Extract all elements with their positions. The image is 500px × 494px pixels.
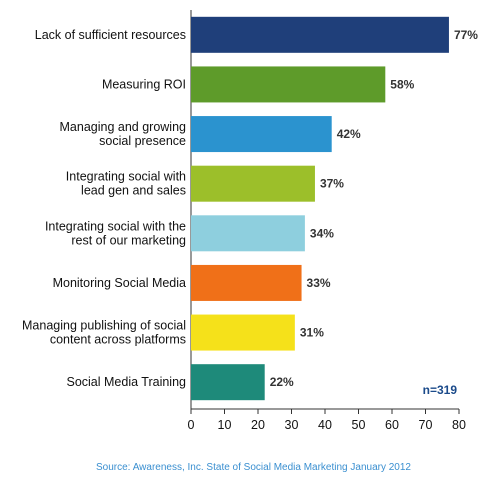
bar (191, 16, 449, 53)
category-label: Measuring ROI (102, 77, 186, 91)
x-tick-label: 70 (419, 418, 433, 432)
category-label: Integrating social with lead gen and sale… (66, 170, 186, 198)
x-tick-label: 20 (251, 418, 265, 432)
bar (191, 264, 302, 301)
x-tick-label: 10 (218, 418, 232, 432)
bar-value-label: 31% (300, 326, 324, 340)
category-label: Managing publishing of social content acr… (22, 319, 186, 347)
bar-value-label: 77% (454, 28, 478, 42)
bar (191, 215, 305, 252)
bar-value-label: 34% (310, 226, 334, 240)
bar (191, 66, 386, 103)
source-note: Source: Awareness, Inc. State of Social … (96, 462, 411, 473)
category-label: Social Media Training (66, 375, 186, 389)
bar-value-label: 58% (390, 77, 414, 91)
x-tick-label: 50 (352, 418, 366, 432)
category-label: Lack of sufficient resources (35, 28, 186, 42)
bar-value-label: 22% (270, 375, 294, 389)
bar-value-label: 37% (320, 177, 344, 191)
bar (191, 364, 265, 401)
bar (191, 314, 295, 351)
x-tick-label: 60 (385, 418, 399, 432)
category-label: Monitoring Social Media (53, 276, 186, 290)
bar (191, 116, 332, 153)
bar-value-label: 33% (307, 276, 331, 290)
x-tick-label: 80 (452, 418, 466, 432)
sample-size-label: n=319 (423, 383, 458, 397)
category-label: Managing and growing social presence (60, 120, 187, 148)
x-tick-label: 40 (318, 418, 332, 432)
x-tick-label: 30 (285, 418, 299, 432)
x-tick-label: 0 (188, 418, 195, 432)
bar-value-label: 42% (337, 127, 361, 141)
category-label: Integrating social with the rest of our m… (45, 219, 186, 247)
bar (191, 165, 315, 202)
